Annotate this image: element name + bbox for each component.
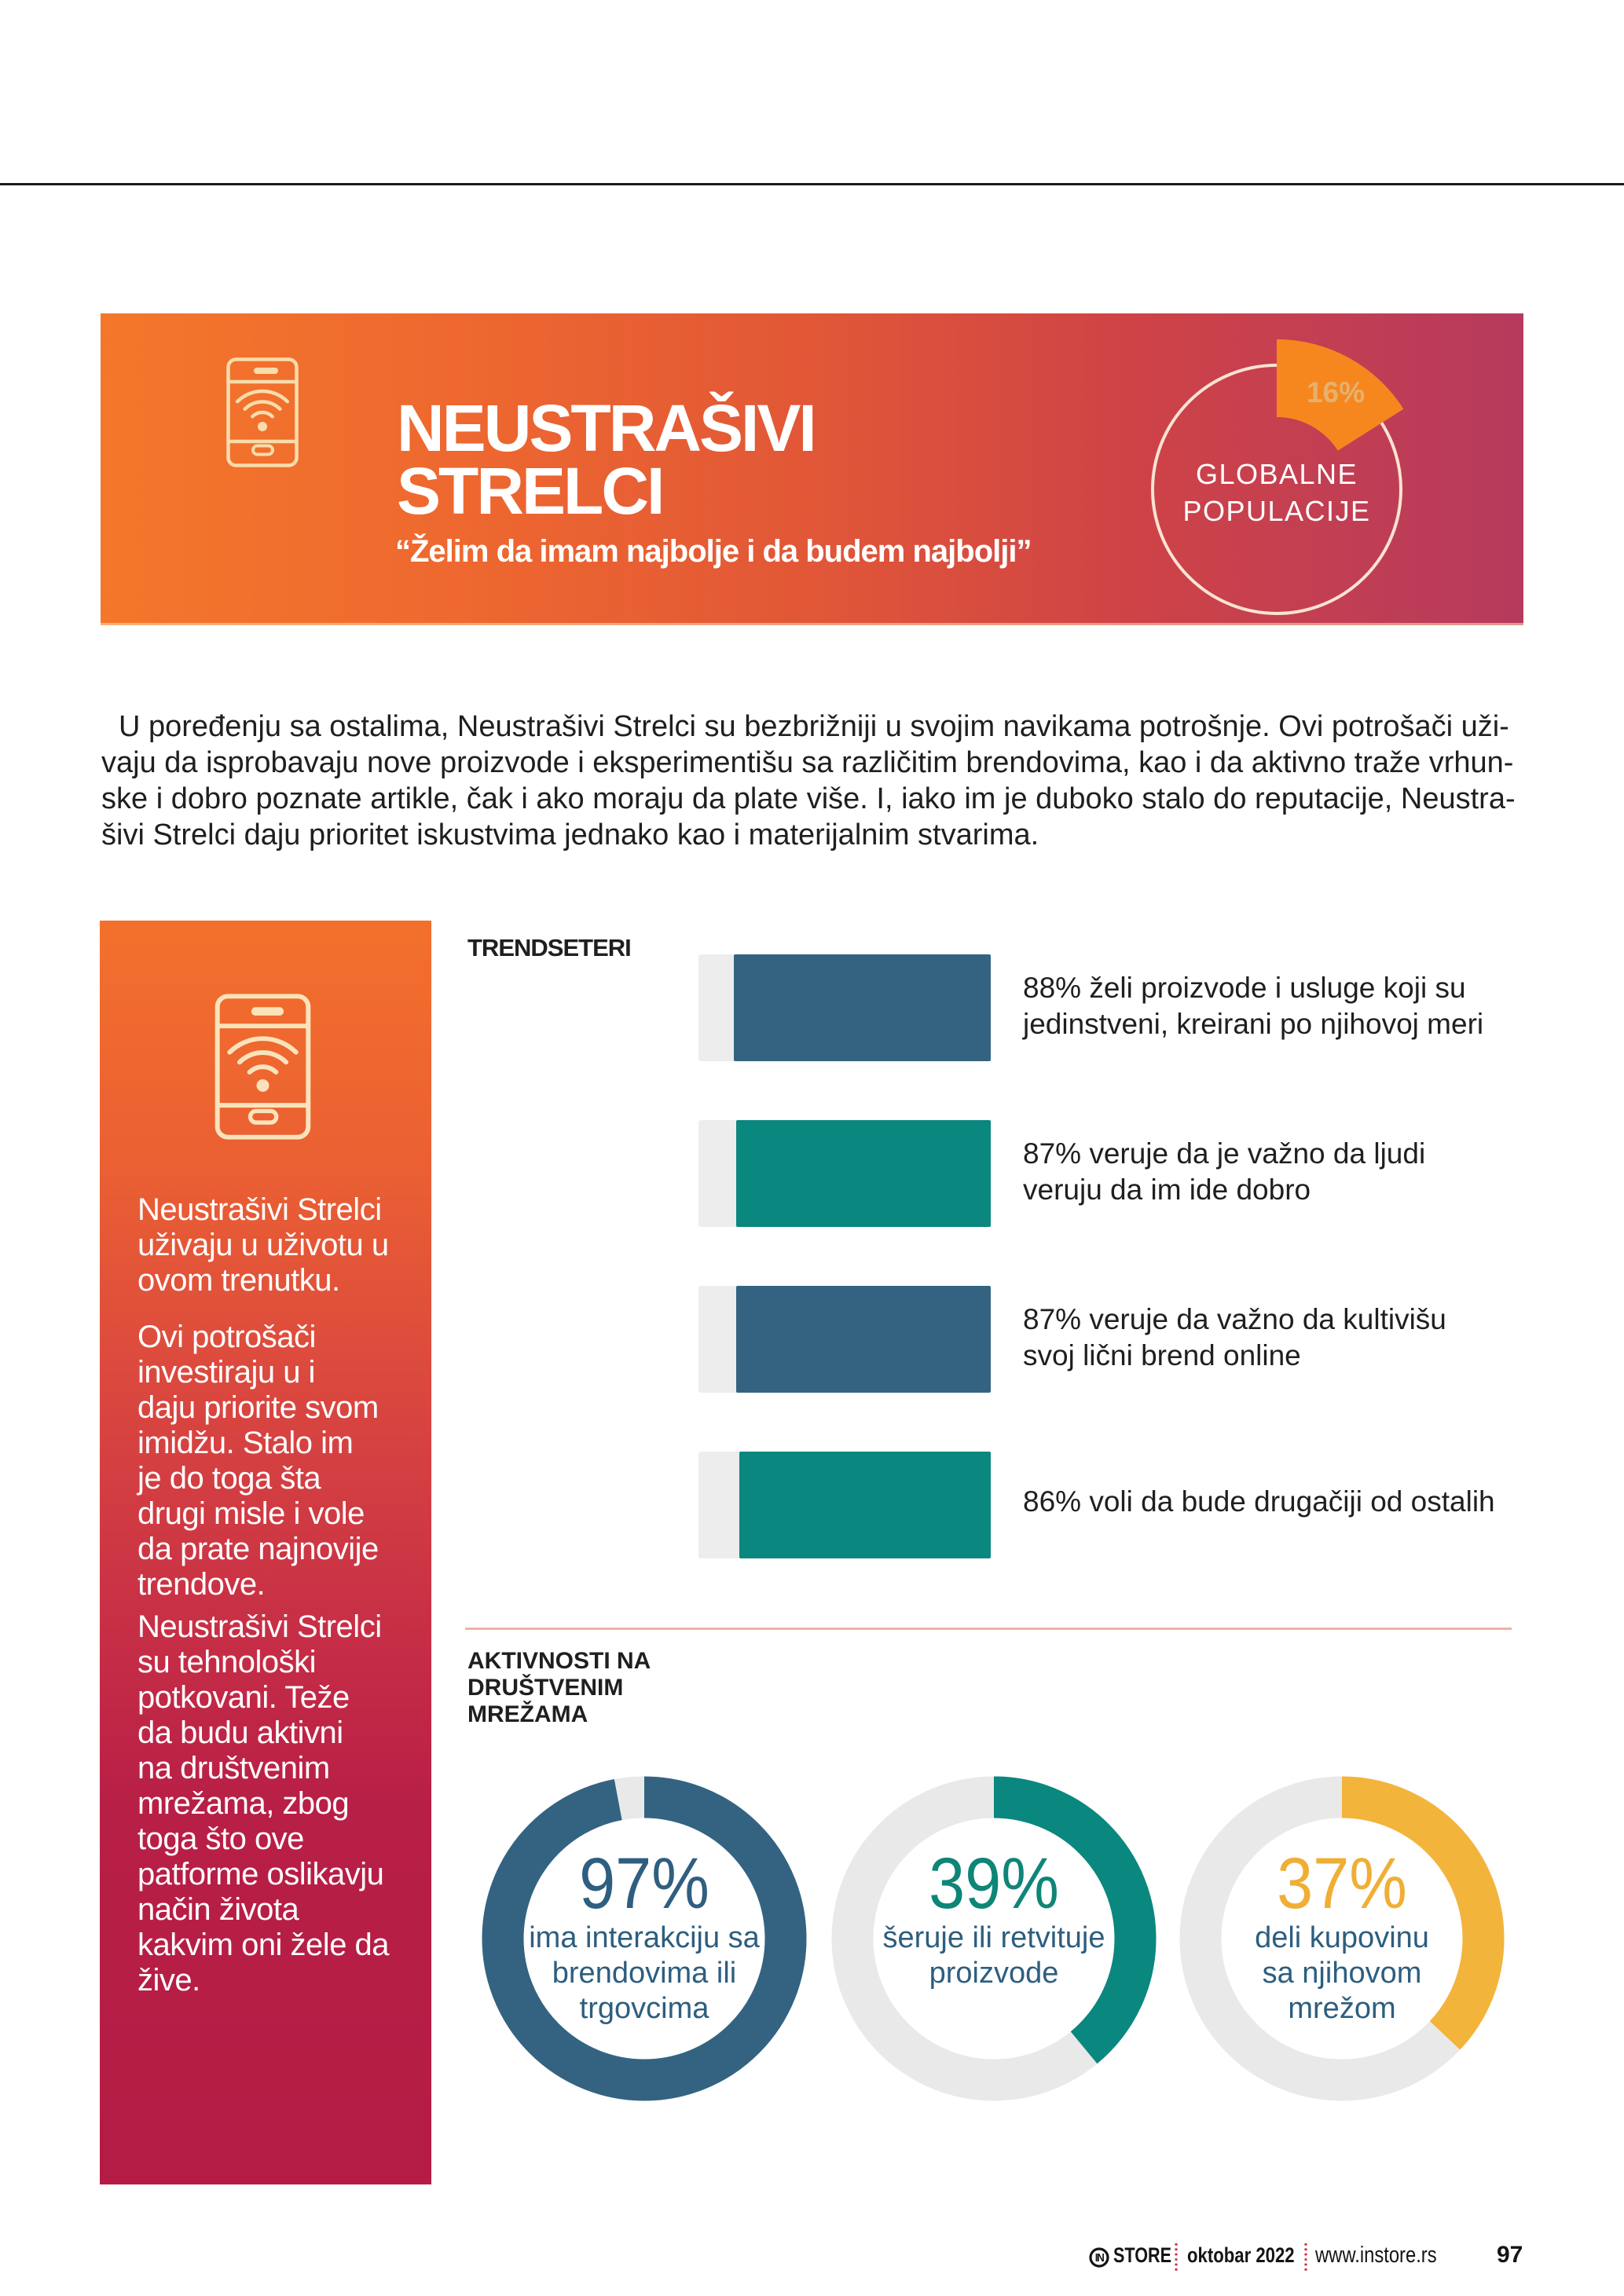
svg-text:IN: IN bbox=[1095, 2251, 1105, 2265]
svg-text:POPULACIJE: POPULACIJE bbox=[1182, 495, 1370, 527]
svg-text:16%: 16% bbox=[1307, 376, 1365, 408]
svg-text:GLOBALNE: GLOBALNE bbox=[1196, 458, 1358, 490]
